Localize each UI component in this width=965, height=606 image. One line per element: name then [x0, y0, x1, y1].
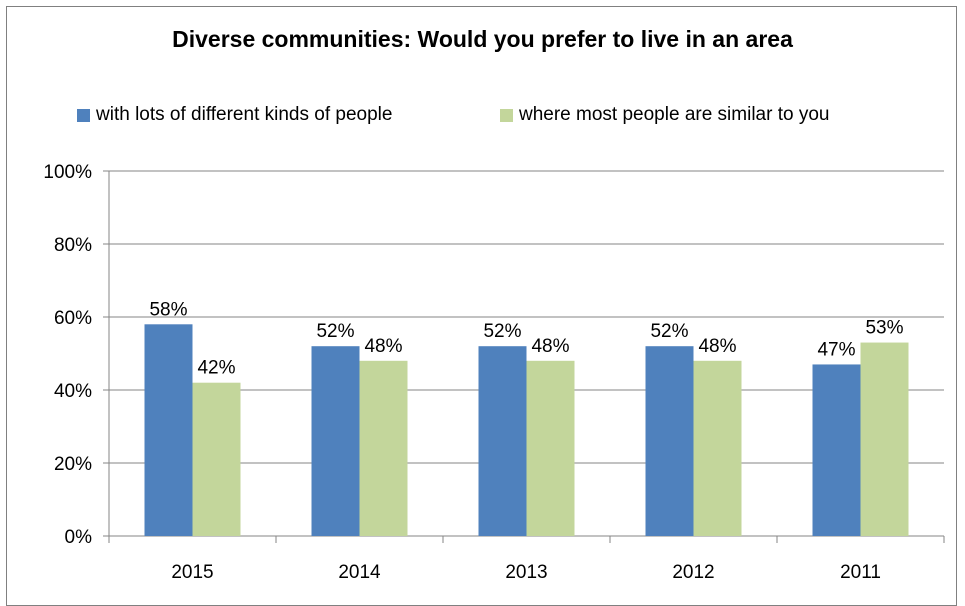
x-tick-label: 2013	[505, 562, 547, 583]
y-tick-label: 60%	[54, 308, 92, 329]
data-label-series-1: 58%	[149, 299, 187, 320]
bar-series-2	[693, 360, 742, 536]
x-tick-label: 2015	[171, 562, 213, 583]
bar-series-1	[645, 346, 694, 536]
legend-swatch-series-2	[500, 108, 513, 122]
legend-label-series-1: with lots of different kinds of people	[96, 104, 393, 125]
bar-series-1	[812, 364, 861, 536]
bar-series-2	[860, 342, 909, 536]
x-tick-label: 2011	[840, 562, 881, 583]
bar-series-1	[144, 324, 193, 536]
data-label-series-2: 53%	[865, 318, 903, 339]
bar-series-1	[311, 346, 360, 536]
data-label-series-1: 52%	[650, 321, 688, 342]
data-label-series-1: 52%	[316, 321, 354, 342]
data-label-series-1: 47%	[817, 339, 855, 360]
y-tick-label: 80%	[54, 235, 92, 256]
legend-label-series-2: where most people are similar to you	[519, 104, 830, 125]
data-label-series-2: 48%	[364, 336, 402, 357]
x-tick-label: 2012	[672, 562, 714, 583]
y-tick-label: 20%	[54, 454, 92, 475]
legend-entry-series-2: where most people are similar to you	[500, 104, 829, 126]
legend: with lots of different kinds of people w…	[0, 104, 965, 130]
legend-entry-series-1: with lots of different kinds of people	[77, 104, 392, 126]
x-tick-label: 2014	[338, 562, 381, 583]
data-label-series-2: 48%	[698, 336, 736, 357]
y-tick-label: 0%	[65, 527, 93, 548]
legend-swatch-series-1	[77, 108, 90, 122]
y-tick-label: 40%	[54, 381, 92, 402]
bar-series-2	[192, 382, 241, 536]
y-tick-label: 100%	[43, 162, 92, 183]
bar-series-2	[526, 360, 575, 536]
data-label-series-1: 52%	[483, 321, 521, 342]
bar-series-1	[478, 346, 527, 536]
data-label-series-2: 42%	[197, 358, 235, 379]
data-label-series-2: 48%	[531, 336, 569, 357]
chart-title: Diverse communities: Would you prefer to…	[172, 26, 793, 52]
bar-series-2	[359, 360, 408, 536]
